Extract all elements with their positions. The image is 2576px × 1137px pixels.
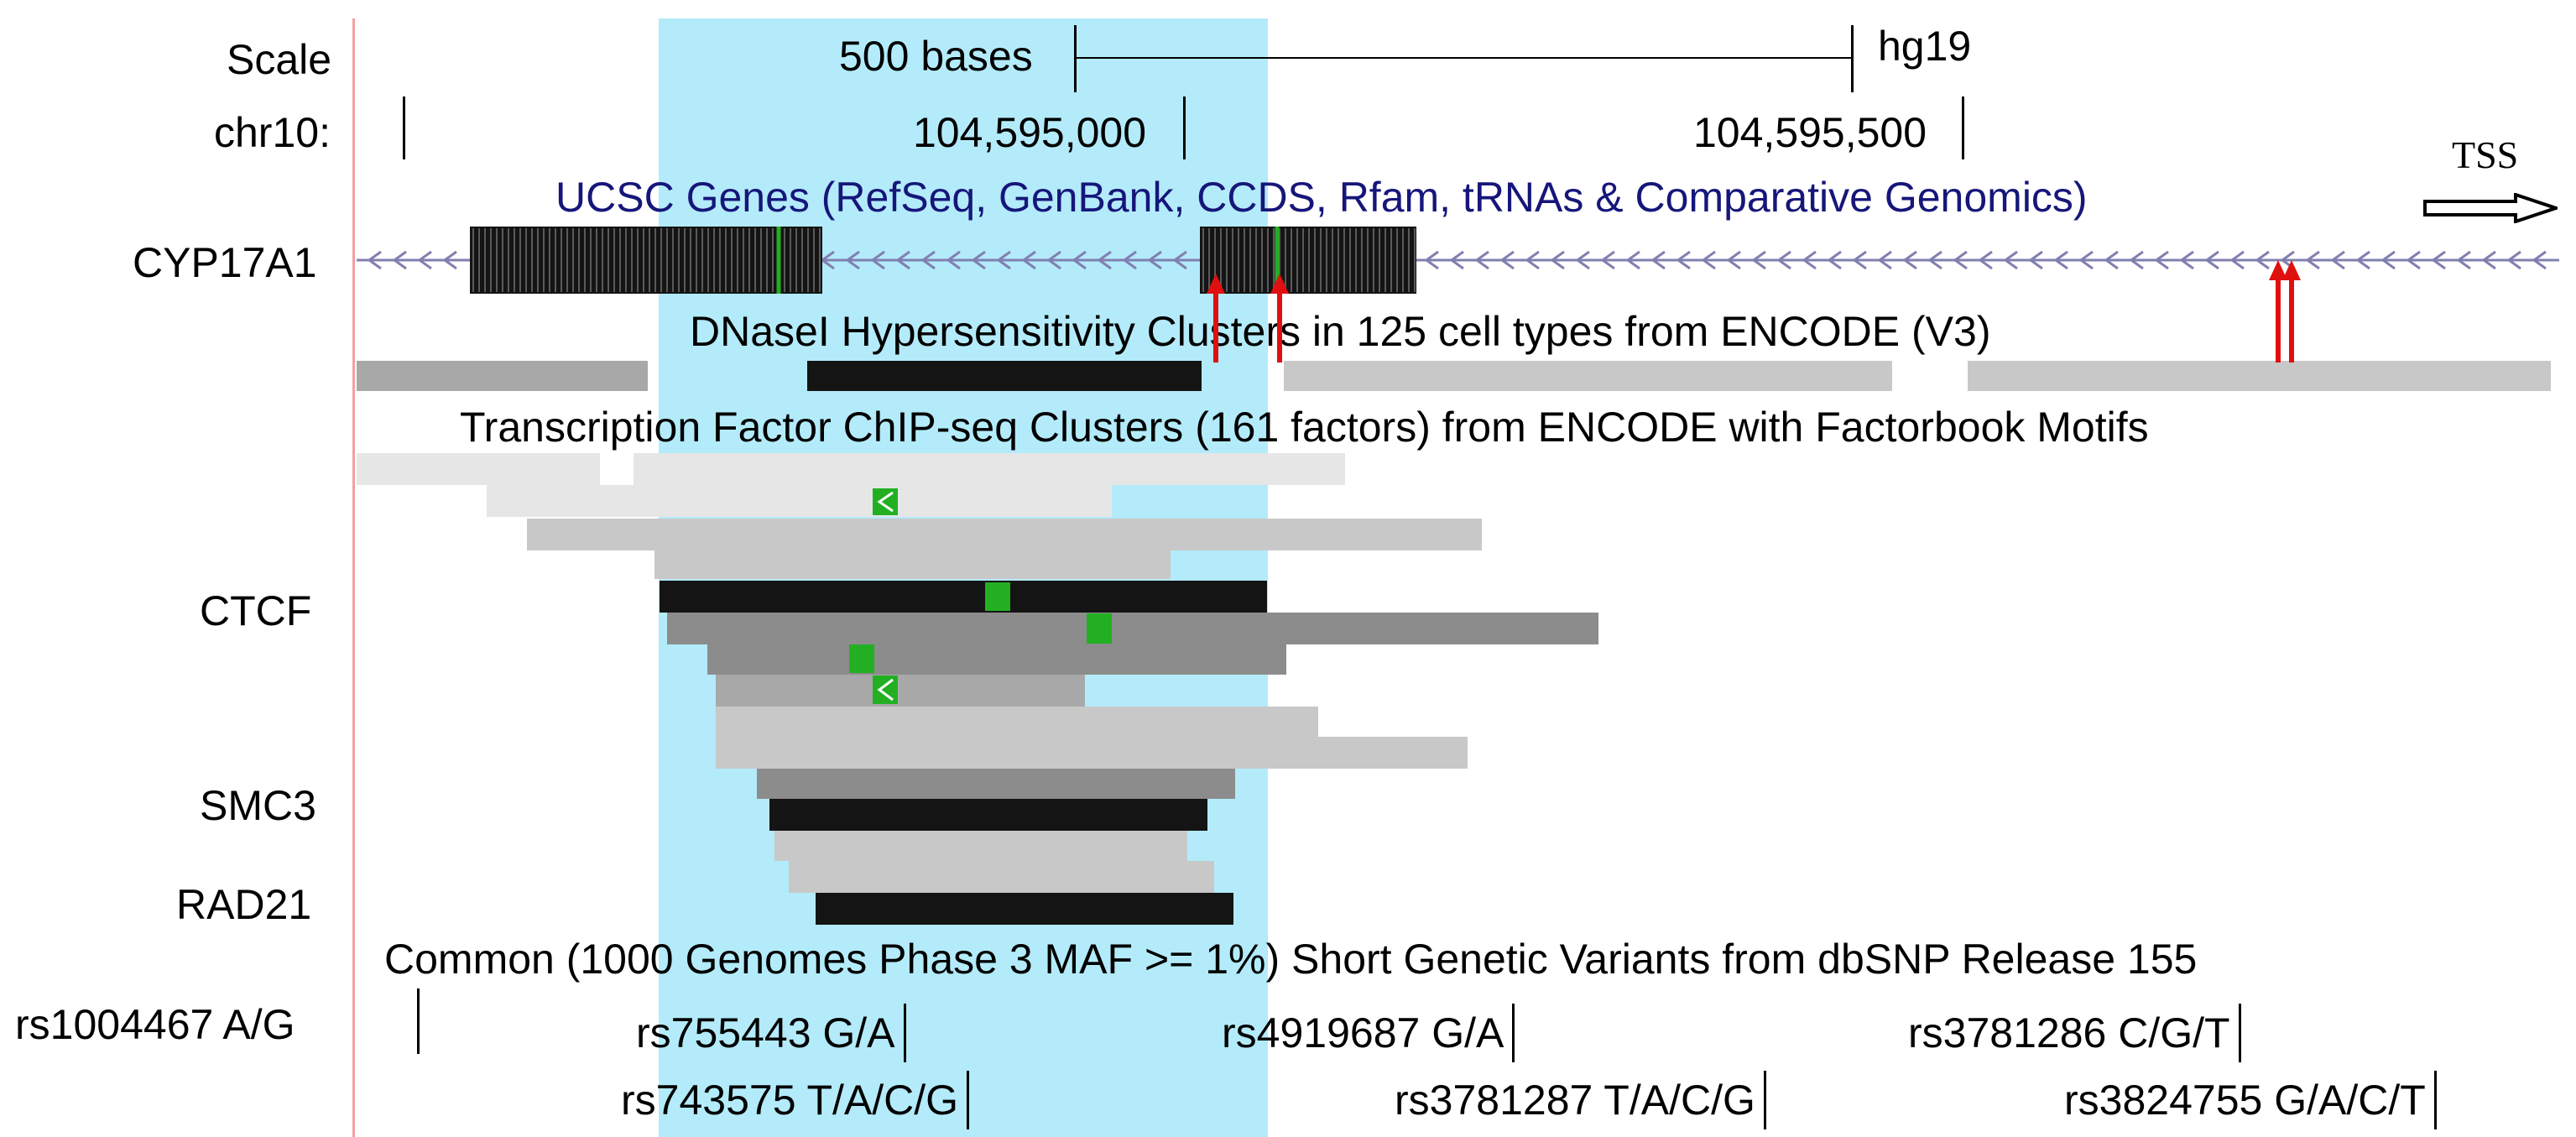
snp-position-tick [1512,1004,1515,1062]
assembly-label: hg19 [1878,23,1972,70]
tfbs-cluster[interactable] [487,485,1112,517]
snp-item[interactable]: rs755443 G/A [636,1004,906,1062]
tfbs-cluster-smc3[interactable] [769,799,1207,831]
motif-icon [849,644,874,673]
tfbs-cluster-rad21[interactable] [816,893,1233,925]
gene-name-label[interactable]: CYP17A1 [133,239,317,286]
tfbs-cluster[interactable] [716,707,1318,737]
tfbs-cluster[interactable] [789,861,1214,893]
factor-label-smc3: SMC3 [200,782,316,829]
dnase-cluster[interactable] [1284,361,1892,391]
position-tick-1 [1183,96,1186,159]
tfbs-cluster[interactable] [654,550,1171,579]
tfbs-cluster[interactable] [527,519,1482,550]
motif-icon [873,675,898,704]
position-tick-2 [1962,96,1964,159]
snp-item[interactable]: rs3781287 T/A/C/G [1395,1071,1766,1129]
snp-position-tick [2238,1004,2241,1062]
snp-item[interactable]: rs743575 T/A/C/G [621,1071,970,1129]
snp-label: rs3824755 G/A/C/T [2064,1077,2426,1124]
position-label-2: 104,595,500 [1693,109,1927,156]
factor-label-rad21: RAD21 [176,881,312,928]
scale-label: Scale [227,36,332,83]
tfbs-cluster[interactable] [357,453,600,485]
snp-item[interactable]: rs3781286 C/G/T [1908,1004,2241,1062]
tfbs-track-title[interactable]: Transcription Factor ChIP-seq Clusters (… [460,404,2149,451]
left-guide-line [352,18,355,1137]
snp-position-tick [2433,1071,2437,1129]
tfbs-cluster[interactable] [667,613,1598,644]
dnase-cluster[interactable] [807,361,1202,391]
snp-label: rs743575 T/A/C/G [621,1077,959,1124]
snp-label: rs4919687 G/A [1222,1009,1504,1056]
scale-bar-end [1851,25,1854,92]
position-tick-0 [403,96,405,159]
tfbs-cluster[interactable] [774,831,1187,861]
chrom-label: chr10: [214,109,331,156]
tfbs-cluster[interactable] [634,453,1345,485]
factor-label-ctcf: CTCF [200,587,312,634]
position-label-1: 104,595,000 [913,109,1147,156]
motif-icon [873,488,898,515]
snp-item[interactable]: rs3824755 G/A/C/T [2064,1071,2437,1129]
dnase-cluster[interactable] [357,361,648,391]
snp-position-tick [417,988,420,1054]
snp-position-tick [967,1071,970,1129]
snp-position-tick [903,1004,906,1062]
tfbs-cluster[interactable] [716,675,1085,707]
tss-arrow-icon [2423,193,2558,223]
scale-bar [1074,57,1851,59]
snp-track-title[interactable]: Common (1000 Genomes Phase 3 MAF >= 1%) … [384,936,2198,983]
genes-track-title[interactable]: UCSC Genes (RefSeq, GenBank, CCDS, Rfam,… [555,174,2088,221]
snp-label: rs3781287 T/A/C/G [1395,1077,1755,1124]
snp-label: rs3781286 C/G/T [1908,1009,2230,1056]
snp-label: rs755443 G/A [636,1009,895,1056]
scale-bar-start [1074,25,1077,92]
snp-item[interactable]: rs4919687 G/A [1222,1004,1515,1062]
motif-icon [1087,613,1112,644]
dnase-cluster[interactable] [1968,361,2551,391]
scale-size-label: 500 bases [839,33,1033,80]
tss-label: TSS [2452,133,2519,176]
tfbs-cluster-ctcf[interactable] [660,581,1267,613]
snp-label: rs1004467 A/G [15,1001,295,1048]
snp-item[interactable]: rs1004467 A/G [15,1004,295,1046]
tfbs-cluster[interactable] [707,644,1286,675]
tfbs-cluster-smc3[interactable] [757,769,1235,799]
tfbs-cluster[interactable] [716,737,1468,769]
snp-position-tick [1763,1071,1766,1129]
motif-icon [985,582,1010,611]
dnase-track-title[interactable]: DNaseI Hypersensitivity Clusters in 125 … [690,308,1991,355]
